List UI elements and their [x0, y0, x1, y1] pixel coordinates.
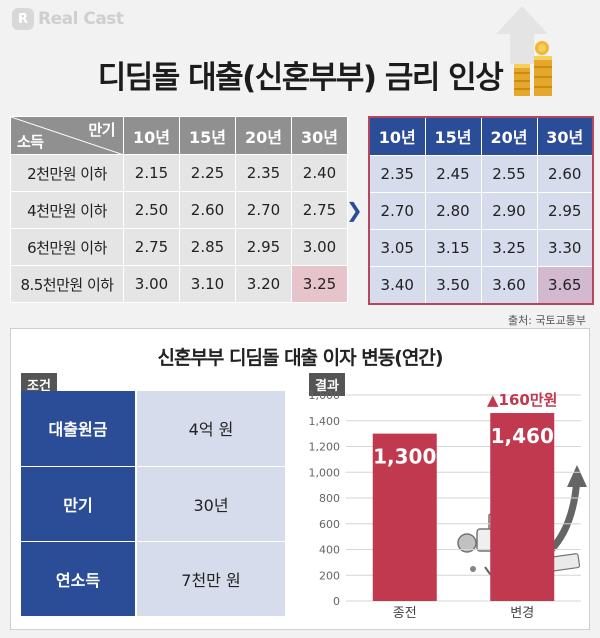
y-tick-label: 800 — [319, 492, 340, 505]
condition-value: 30년 — [136, 466, 285, 542]
rate-cell: 2.55 — [480, 154, 538, 193]
interest-panel: 신혼부부 디딤돌 대출 이자 변동(연간) 조건 대출원금 4억 원 만기 30… — [10, 328, 590, 630]
table-row: 4천만원 이하 2.50 2.60 2.70 2.75 — [10, 191, 348, 229]
rate-cell: 2.90 — [480, 191, 538, 230]
rate-cell: 3.40 — [368, 265, 426, 305]
rate-cell: 2.60 — [536, 154, 594, 193]
column-header: 10년 — [368, 116, 426, 156]
rate-cell: 3.15 — [424, 228, 482, 267]
coins-icon — [514, 41, 552, 96]
column-header: 20년 — [480, 116, 538, 156]
rate-cell: 2.45 — [424, 154, 482, 193]
chevron-right-icon: ❯ — [346, 198, 363, 222]
rate-cell: 3.00 — [123, 265, 180, 303]
column-header: 30년 — [291, 116, 348, 155]
rate-cell: 2.35 — [235, 154, 292, 192]
bar — [372, 433, 437, 601]
up-arrow-icon — [496, 6, 548, 64]
rate-cell-highlight: 3.65 — [536, 265, 594, 305]
y-tick-label: 0 — [333, 595, 340, 608]
panel-title: 신혼부부 디딤돌 대출 이자 변동(연간) — [157, 347, 443, 369]
x-tick-label: 종전 — [393, 606, 417, 621]
rate-cell: 3.00 — [291, 228, 348, 266]
income-label: 6천만원 이하 — [10, 228, 124, 266]
rate-cell: 3.60 — [480, 265, 538, 305]
table-corner: 만기 소득 — [10, 116, 124, 155]
rate-cell-highlight: 3.25 — [291, 265, 348, 303]
rate-cell: 2.95 — [536, 191, 594, 230]
column-header: 20년 — [235, 116, 292, 155]
y-tick-label: 600 — [319, 518, 340, 531]
rate-cell: 3.25 — [480, 228, 538, 267]
table-row: 대출원금 4억 원 — [21, 391, 285, 467]
source-note: 출처: 국토교통부 — [507, 314, 586, 327]
rate-cell: 2.85 — [179, 228, 236, 266]
increase-annotation: ▲160만원 — [487, 391, 557, 409]
conditions-tag: 조건 — [21, 373, 57, 396]
table-row: 3.40 3.50 3.60 3.65 — [368, 265, 594, 305]
y-tick-label: 1,000 — [309, 466, 341, 479]
interest-bar-chart: 0 200 400 600 800 1,000 1,200 1,400 1,600 1,300 1… — [309, 389, 587, 621]
y-tick-label: 1,200 — [309, 441, 341, 454]
result-tag: 결과 — [309, 373, 345, 396]
condition-value: 4억 원 — [136, 391, 285, 467]
logo-mark: R — [12, 8, 34, 30]
bar-value-label: 1,300 — [373, 445, 436, 469]
income-label: 2천만원 이하 — [10, 154, 124, 192]
rate-cell: 2.80 — [424, 191, 482, 230]
rate-cell: 2.75 — [291, 191, 348, 229]
rate-cell: 2.35 — [368, 154, 426, 193]
y-tick-label: 1,400 — [309, 415, 341, 428]
table-row: 6천만원 이하 2.75 2.85 2.95 3.00 — [10, 228, 348, 266]
column-header: 30년 — [536, 116, 594, 156]
column-header: 10년 — [123, 116, 180, 155]
logo: R Real Cast — [12, 8, 124, 30]
condition-key: 만기 — [21, 466, 137, 542]
table-row: 2천만원 이하 2.15 2.25 2.35 2.40 — [10, 154, 348, 192]
income-label: 4천만원 이하 — [10, 191, 124, 229]
table-row: 2.70 2.80 2.90 2.95 — [368, 191, 594, 230]
rate-cell: 2.15 — [123, 154, 180, 192]
corner-income-label: 소득 — [17, 133, 44, 151]
corner-term-label: 만기 — [88, 121, 115, 139]
rate-cell: 3.50 — [424, 265, 482, 305]
income-label: 8.5천만원 이하 — [10, 265, 124, 303]
condition-value: 7천만 원 — [136, 541, 285, 617]
table-row: 만기 30년 — [21, 466, 285, 542]
bar — [490, 413, 555, 601]
column-header: 15년 — [179, 116, 236, 155]
y-tick-label: 1,600 — [309, 389, 341, 402]
condition-key: 연소득 — [21, 541, 137, 617]
rate-cell: 2.70 — [368, 191, 426, 230]
rate-cell: 3.30 — [536, 228, 594, 267]
table-row: 2.35 2.45 2.55 2.60 — [368, 154, 594, 193]
y-tick-label: 200 — [319, 569, 340, 582]
condition-key: 대출원금 — [21, 391, 137, 467]
rate-cell: 2.95 — [235, 228, 292, 266]
rate-cell: 3.10 — [179, 265, 236, 303]
table-row: 8.5천만원 이하 3.00 3.10 3.20 3.25 — [10, 265, 348, 303]
column-header: 15년 — [424, 116, 482, 156]
y-tick-label: 400 — [319, 544, 340, 557]
rate-cell: 3.20 — [235, 265, 292, 303]
rate-cell: 2.75 — [123, 228, 180, 266]
rate-cell: 2.60 — [179, 191, 236, 229]
rate-table-after: 10년 15년 20년 30년 2.35 2.45 2.55 2.60 2.70… — [368, 116, 594, 305]
bar-value-label: 1,460 — [491, 424, 554, 448]
table-row: 연소득 7천만 원 — [21, 541, 285, 617]
rate-table-before: 만기 소득 10년 15년 20년 30년 2천만원 이하 2.15 2.25 … — [10, 116, 348, 303]
logo-text: Real Cast — [38, 9, 124, 29]
rate-cell: 2.70 — [235, 191, 292, 229]
page-title: 디딤돌 대출(신혼부부) 금리 인상 — [97, 60, 504, 96]
conditions-table: 대출원금 4억 원 만기 30년 연소득 7천만 원 — [21, 391, 285, 617]
rate-cell: 3.05 — [368, 228, 426, 267]
table-row: 3.05 3.15 3.25 3.30 — [368, 228, 594, 267]
rate-cell: 2.25 — [179, 154, 236, 192]
rate-cell: 2.40 — [291, 154, 348, 192]
x-tick-label: 변경 — [510, 606, 534, 621]
rate-cell: 2.50 — [123, 191, 180, 229]
